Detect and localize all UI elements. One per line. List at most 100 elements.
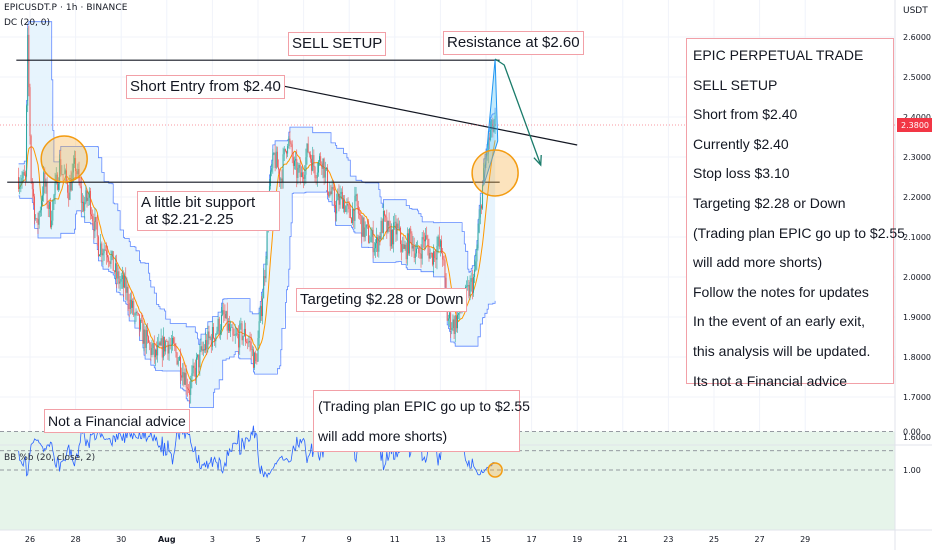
candle-body	[469, 281, 471, 297]
candle-body	[431, 253, 433, 265]
donchian-lower-line	[18, 190, 496, 408]
candle-body	[294, 160, 295, 166]
candle-body	[241, 323, 243, 341]
candle-body	[490, 129, 492, 141]
candle-body	[152, 343, 154, 348]
time-tick-label: 15	[481, 535, 491, 544]
candle-body	[492, 119, 494, 132]
candle-body	[400, 227, 401, 245]
candle-body	[480, 205, 482, 209]
candle-body	[83, 201, 85, 211]
candle-body	[331, 186, 333, 194]
candle-body	[299, 164, 301, 178]
candle-body	[40, 201, 42, 211]
trading-plan-label[interactable]: (Trading plan EPIC go up to $2.55 will a…	[313, 390, 530, 452]
candle-body	[312, 155, 314, 171]
trend-line[interactable]	[273, 83, 578, 146]
candle-body	[69, 179, 71, 200]
candle-body	[246, 341, 248, 343]
candle-body	[288, 138, 290, 147]
highlight-circle[interactable]	[471, 149, 519, 197]
candle-body	[404, 244, 406, 249]
candle-body	[42, 195, 43, 202]
candle-body	[445, 277, 447, 298]
candle-body	[262, 298, 264, 317]
price-pane[interactable]	[7, 21, 578, 408]
candle-body	[35, 218, 37, 219]
time-axis[interactable]: 26 28 30 Aug 3 5 7 9 11 13 15 17 19 21 23 25 27 29	[0, 529, 932, 544]
candle-body	[117, 271, 119, 279]
candle-body	[232, 327, 234, 336]
candle-body	[287, 146, 289, 154]
resistance-label[interactable]: Resistance at $2.60	[443, 31, 584, 55]
short-entry-label[interactable]: Short Entry from $2.40	[126, 75, 285, 99]
candle-body	[146, 330, 148, 337]
candle-body	[427, 238, 429, 247]
candle-body	[131, 299, 132, 308]
candle-body	[332, 186, 334, 190]
candle-body	[180, 356, 181, 376]
candle-body	[133, 301, 135, 316]
note-line: Follow the notes for updates	[693, 283, 869, 300]
candle-body	[44, 172, 46, 187]
bb-indicator-label[interactable]: BB %b (20, close, 2)	[4, 453, 96, 463]
candle-body	[392, 229, 393, 245]
highlight-circle[interactable]	[40, 135, 88, 183]
candle-body	[154, 349, 156, 358]
projection-path[interactable]	[494, 58, 542, 166]
price-tick-label: 2.5000	[903, 73, 931, 82]
candle-body	[21, 177, 23, 183]
candle-body	[181, 375, 183, 378]
indicator-label[interactable]: DC (20, 0)	[4, 18, 50, 28]
candle-body	[275, 151, 277, 168]
candle-body	[20, 182, 22, 185]
candle-body	[51, 220, 53, 228]
candle-body	[203, 349, 205, 351]
candle-body	[443, 259, 445, 261]
candle-body	[421, 237, 423, 259]
candle-body	[414, 253, 416, 259]
candle-body	[215, 333, 217, 342]
candle-body	[474, 269, 476, 278]
candle-body	[161, 338, 163, 358]
sell-setup-label[interactable]: SELL SETUP	[288, 32, 387, 56]
targeting-label[interactable]: Targeting $2.28 or Down	[296, 288, 468, 312]
time-tick-label: 21	[618, 535, 628, 544]
candle-body	[328, 191, 330, 197]
trade-note-panel[interactable]: EPIC PERPETUAL TRADE SELL SETUP Short fr…	[686, 38, 905, 389]
time-tick-label: 25	[709, 535, 719, 544]
candle-body	[217, 318, 219, 332]
candle-body	[494, 115, 496, 127]
candle-body	[276, 151, 278, 168]
projection-triangle[interactable]	[483, 58, 499, 186]
symbol-title[interactable]: EPICUSDT.P · 1h · BINANCE	[4, 3, 128, 13]
candle-body	[230, 327, 232, 332]
candle-body	[72, 163, 74, 173]
candle-body	[197, 354, 199, 358]
candle-body	[259, 306, 261, 322]
candle-body	[64, 170, 66, 174]
candle-body	[428, 246, 430, 259]
candle-body	[164, 336, 165, 352]
candle-body	[120, 279, 122, 282]
time-tick-label: 13	[435, 535, 445, 544]
bb-highlight-circle[interactable]	[487, 462, 503, 478]
support-label[interactable]: A little bit support at $2.21-2.25	[137, 191, 280, 231]
candle-body	[306, 143, 308, 158]
candle-body	[451, 327, 453, 330]
candle-body	[205, 340, 207, 351]
price-tick-label: 2.0000	[903, 273, 931, 282]
candle-body	[452, 319, 454, 328]
candle-body	[363, 217, 365, 238]
candle-body	[177, 360, 179, 365]
candle-body	[188, 388, 189, 391]
not-financial-advice-label[interactable]: Not a Financial advice	[44, 409, 190, 433]
candle-body	[364, 227, 366, 238]
candle-body	[388, 220, 390, 226]
candle-body	[359, 213, 360, 215]
candle-body	[272, 153, 274, 169]
candle-body	[99, 254, 100, 257]
candle-body	[309, 154, 311, 159]
candle-body	[116, 263, 118, 279]
